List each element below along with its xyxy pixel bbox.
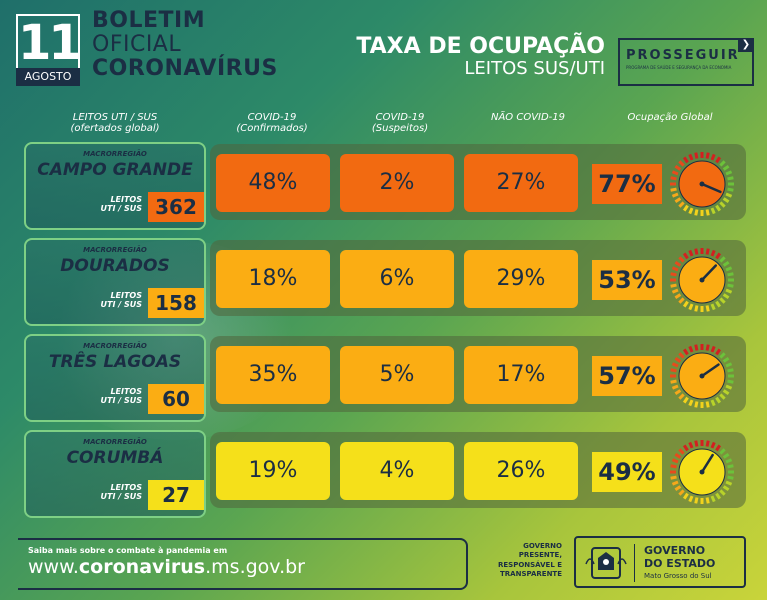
region-leitos-value: 362 <box>148 192 204 222</box>
cell-confirmados: 19% <box>216 442 330 500</box>
cell-nao-covid: 26% <box>464 442 578 500</box>
gauge-icon <box>670 440 734 504</box>
cell-suspeitos: 4% <box>340 442 454 500</box>
government-slogan: GOVERNO PRESENTE, RESPONSÁVEL E TRANSPAR… <box>497 542 562 579</box>
date-badge: 11 AGOSTO <box>16 14 82 86</box>
gauge-icon <box>670 248 734 312</box>
chevron-right-icon: ❯ <box>738 38 754 52</box>
gov-logo-name: GOVERNO DO ESTADO <box>644 544 716 571</box>
column-header-global: Ocupação Global <box>627 112 713 123</box>
bulletin-title-line3: CORONAVÍRUS <box>92 56 278 81</box>
cell-confirmados: 18% <box>216 250 330 308</box>
region-leitos-label: LEITOS UTI / SUS <box>100 195 142 213</box>
prosseguir-logo-tagline: PROGRAMA DE SAÚDE E SEGURANÇA DA ECONOMI… <box>626 65 732 70</box>
region-name: CAMPO GRANDE <box>37 160 193 180</box>
region-leitos-value: 27 <box>148 480 204 510</box>
footer-website-link[interactable]: www.coronavirus.ms.gov.br <box>28 556 305 578</box>
column-header-confirmados: COVID-19 (Confirmados) <box>236 112 308 134</box>
region-leitos-label: LEITOS UTI / SUS <box>100 387 142 405</box>
column-header-nao-covid: NÃO COVID-19 <box>490 112 566 123</box>
bulletin-title-line1: BOLETIM <box>92 8 206 33</box>
cell-suspeitos: 2% <box>340 154 454 212</box>
region-leitos-label: LEITOS UTI / SUS <box>100 483 142 501</box>
cell-suspeitos: 6% <box>340 250 454 308</box>
region-card: MACRORREGIÃO CAMPO GRANDE LEITOS UTI / SUS… <box>24 142 206 230</box>
cell-confirmados: 48% <box>216 154 330 212</box>
region-card: MACRORREGIÃO TRÊS LAGOAS LEITOS UTI / SUS 6… <box>24 334 206 422</box>
bulletin-title: BOLETIM OFICIAL CORONAVÍRUS <box>92 10 278 80</box>
region-macro-label: MACRORREGIÃO <box>83 342 147 350</box>
occupancy-title: TAXA DE OCUPAÇÃO LEITOS SUS/UTI <box>356 36 605 78</box>
region-leitos-value: 158 <box>148 288 204 318</box>
global-occupancy-value: 53% <box>592 260 662 300</box>
state-seal-icon <box>585 547 627 579</box>
region-leitos-value: 60 <box>148 384 204 414</box>
global-occupancy-value: 57% <box>592 356 662 396</box>
occupancy-title-sub: LEITOS SUS/UTI <box>464 58 605 79</box>
global-occupancy-value: 77% <box>592 164 662 204</box>
region-card: MACRORREGIÃO DOURADOS LEITOS UTI / SUS 158 <box>24 238 206 326</box>
cell-confirmados: 35% <box>216 346 330 404</box>
column-header-leitos: LEITOS UTI / SUS (ofertados global) <box>70 112 160 134</box>
gov-logo-state: Mato Grosso do Sul <box>644 572 712 580</box>
government-logo: GOVERNO DO ESTADO Mato Grosso do Sul <box>574 536 746 588</box>
region-name: TRÊS LAGOAS <box>48 352 182 372</box>
prosseguir-logo: ❯ PROSSEGUIR PROGRAMA DE SAÚDE E SEGURAN… <box>618 38 754 86</box>
region-macro-label: MACRORREGIÃO <box>83 246 147 254</box>
cell-nao-covid: 27% <box>464 154 578 212</box>
region-card: MACRORREGIÃO CORUMBÁ LEITOS UTI / SUS 27 <box>24 430 206 518</box>
cell-nao-covid: 17% <box>464 346 578 404</box>
region-macro-label: MACRORREGIÃO <box>83 438 147 446</box>
cell-suspeitos: 5% <box>340 346 454 404</box>
footer-saiba-text: Saiba mais sobre o combate à pandemia em <box>28 546 228 555</box>
footer-website-box: Saiba mais sobre o combate à pandemia em… <box>18 538 468 590</box>
date-month: AGOSTO <box>16 68 80 86</box>
column-header-suspeitos: COVID-19 (Suspeitos) <box>371 112 429 134</box>
region-name: DOURADOS <box>60 256 170 276</box>
global-occupancy-value: 49% <box>592 452 662 492</box>
region-name: CORUMBÁ <box>66 448 164 468</box>
date-day: 11 <box>16 14 82 71</box>
gov-logo-divider <box>634 544 635 582</box>
gauge-icon <box>670 152 734 216</box>
gauge-icon <box>670 344 734 408</box>
cell-nao-covid: 29% <box>464 250 578 308</box>
bulletin-title-line2: OFICIAL <box>92 32 182 57</box>
region-macro-label: MACRORREGIÃO <box>83 150 147 158</box>
prosseguir-logo-name: PROSSEGUIR <box>626 48 740 63</box>
occupancy-title-main: TAXA DE OCUPAÇÃO <box>356 34 605 59</box>
region-leitos-label: LEITOS UTI / SUS <box>100 291 142 309</box>
